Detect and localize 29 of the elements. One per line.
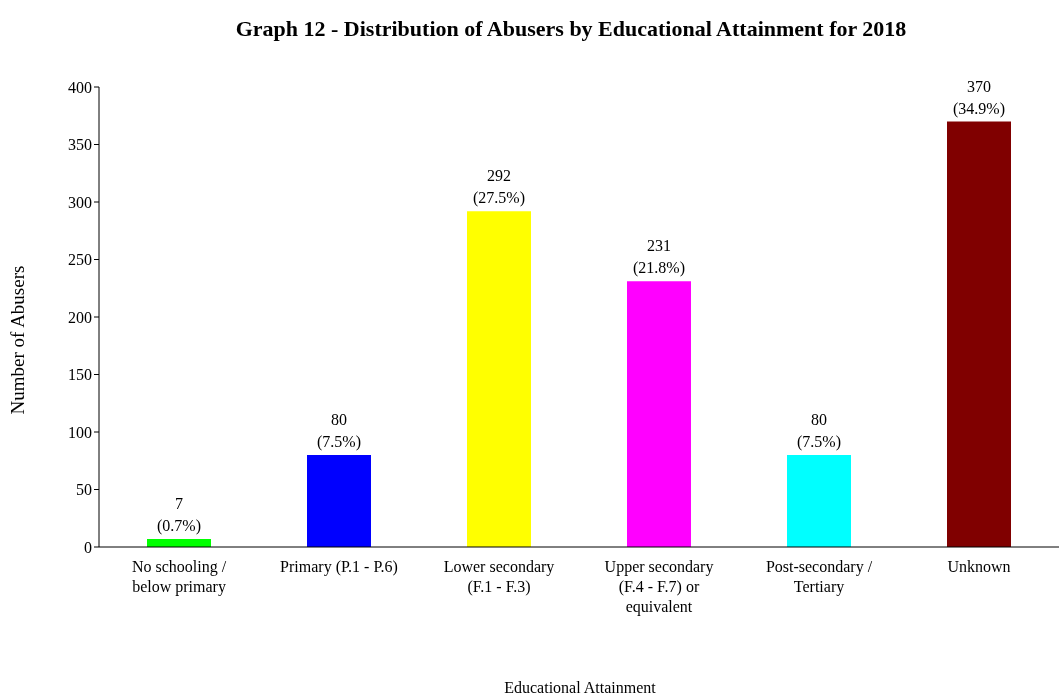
- bar: [627, 281, 691, 547]
- y-tick-label: 50: [76, 481, 92, 499]
- y-tick-label: 0: [84, 538, 92, 556]
- y-axis-title: Number of Abusers: [7, 265, 29, 415]
- y-tick-label: 300: [68, 193, 92, 211]
- y-tick-label: 250: [68, 251, 92, 269]
- x-tick-label: Lower secondary (F.1 - F.3): [443, 558, 555, 597]
- data-label: 80 (7.5%): [797, 411, 841, 451]
- data-label: 370 (34.9%): [953, 77, 1005, 118]
- data-label: 231 (21.8%): [633, 237, 685, 278]
- data-label: 292 (27.5%): [473, 167, 525, 208]
- bar: [307, 455, 371, 547]
- y-tick-label: 150: [68, 366, 92, 384]
- bar: [787, 455, 851, 547]
- x-tick-label: Post-secondary / Tertiary: [765, 558, 873, 597]
- x-tick-label: Upper secondary (F.4 - F.7) or equivalent: [604, 558, 714, 617]
- bar: [467, 211, 531, 547]
- x-tick-label: Primary (P.1 - P.6): [280, 558, 398, 577]
- data-label: 7 (0.7%): [157, 494, 201, 535]
- x-tick-label: No schooling / below primary: [131, 558, 227, 597]
- x-axis-title: Educational Attainment: [503, 679, 657, 697]
- data-label: 80 (7.5%): [317, 411, 361, 451]
- y-tick-label: 400: [68, 78, 92, 96]
- bar: [947, 121, 1011, 547]
- x-tick-label: Unknown: [947, 558, 1011, 576]
- y-tick-label: 350: [68, 136, 92, 154]
- y-tick-label: 100: [68, 423, 92, 441]
- chart-title: Graph 12 - Distribution of Abusers by Educational Attainment for 2018: [234, 16, 908, 42]
- y-tick-label: 200: [68, 308, 92, 326]
